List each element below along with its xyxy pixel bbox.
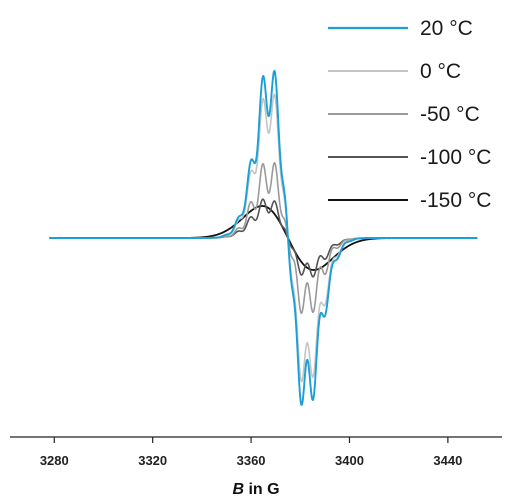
x-axis: 3280 3320 3360 3400 3440	[10, 436, 502, 468]
x-axis-unit: in G	[244, 481, 280, 498]
legend: 20 °C 0 °C -50 °C -100 °C -150 °C	[328, 17, 491, 212]
plot-area	[49, 69, 478, 406]
x-tick-label: 3320	[138, 453, 167, 468]
legend-label: 0 °C	[420, 60, 461, 83]
x-axis-title: B in G	[232, 481, 279, 498]
legend-label: -150 °C	[420, 189, 491, 212]
legend-label: 20 °C	[420, 17, 473, 40]
series-line	[49, 69, 478, 406]
x-tick-label: 3400	[335, 453, 364, 468]
x-tick-label: 3440	[433, 453, 462, 468]
x-axis-symbol: B	[232, 481, 244, 498]
x-tick-label: 3360	[237, 453, 266, 468]
legend-label: -100 °C	[420, 146, 491, 169]
legend-label: -50 °C	[420, 103, 480, 126]
x-tick-label: 3280	[40, 453, 69, 468]
